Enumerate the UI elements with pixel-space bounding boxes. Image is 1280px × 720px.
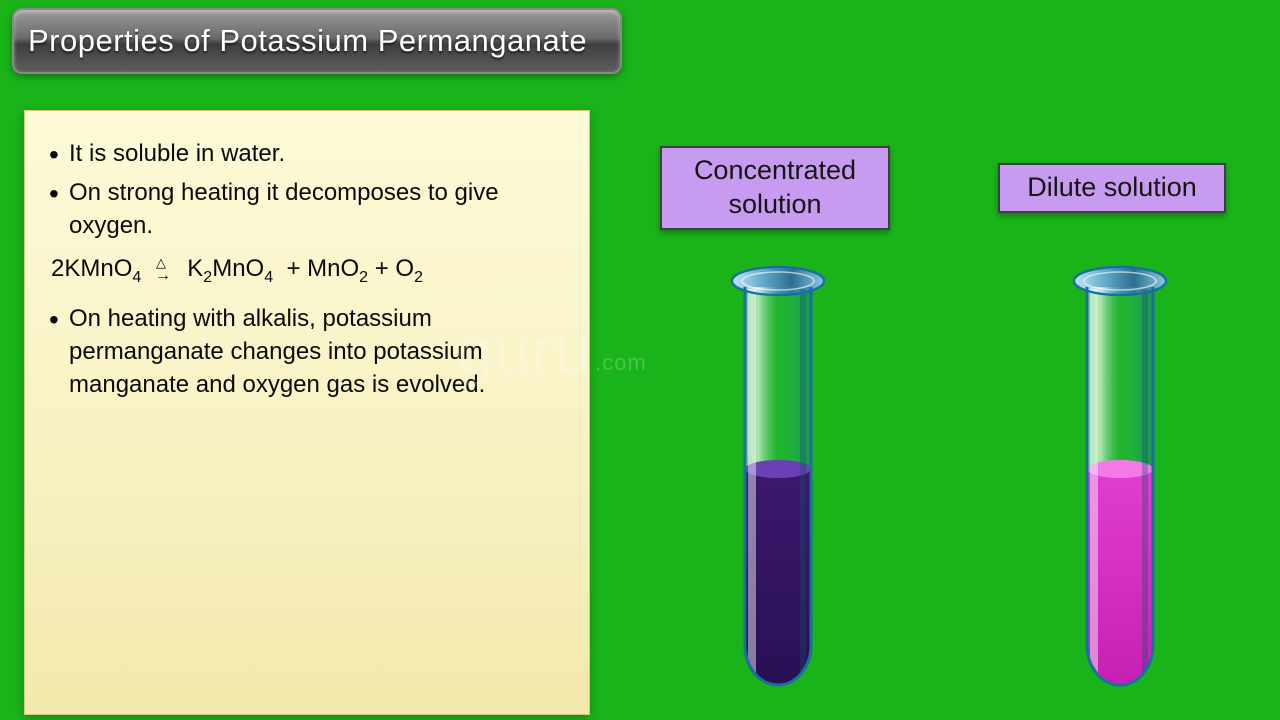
label-concentrated: Concentrated solution	[660, 146, 890, 230]
test-tube-concentrated	[718, 265, 838, 700]
bullet-3: On heating with alkalis, potassium perma…	[49, 302, 565, 401]
chemical-equation: 2KMnO4 △→ K2MnO4 + MnO2 + O2	[51, 252, 565, 289]
properties-note: It is soluble in water. On strong heatin…	[24, 110, 590, 715]
bullet-list-2: On heating with alkalis, potassium perma…	[49, 302, 565, 401]
page-title: Properties of Potassium Permanganate	[28, 23, 587, 59]
bullet-list: It is soluble in water. On strong heatin…	[49, 137, 565, 242]
bullet-2: On strong heating it decomposes to give …	[49, 176, 565, 242]
label-dilute: Dilute solution	[998, 163, 1226, 213]
title-bar: Properties of Potassium Permanganate	[12, 8, 622, 74]
test-tube-dilute	[1060, 265, 1180, 700]
bullet-1: It is soluble in water.	[49, 137, 565, 170]
